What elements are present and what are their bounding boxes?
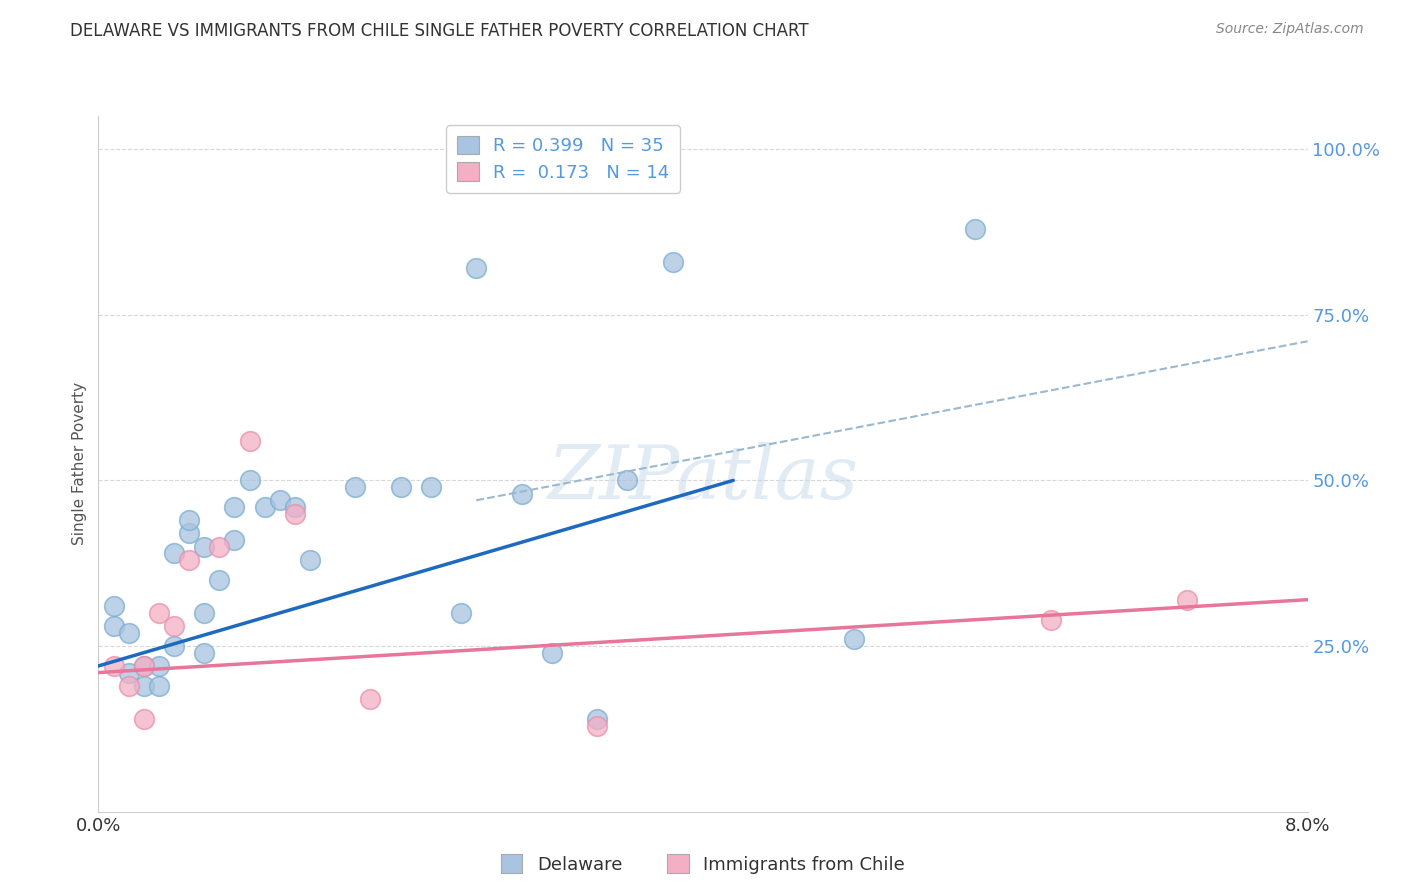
Point [239, 474, 262, 488]
Point [208, 540, 231, 554]
Point [148, 659, 170, 673]
Point [389, 480, 412, 494]
Point [541, 646, 564, 660]
Point [132, 659, 155, 673]
Point [103, 619, 125, 633]
Point [179, 526, 201, 541]
Point [132, 679, 155, 693]
Point [103, 659, 125, 673]
Point [239, 434, 262, 448]
Point [148, 679, 170, 693]
Point [344, 480, 367, 494]
Legend: Delaware, Immigrants from Chile: Delaware, Immigrants from Chile [492, 846, 914, 883]
Point [224, 533, 246, 547]
Text: Source: ZipAtlas.com: Source: ZipAtlas.com [1216, 22, 1364, 37]
Point [284, 500, 307, 514]
Point [193, 646, 215, 660]
Y-axis label: Single Father Poverty: Single Father Poverty [72, 383, 87, 545]
Point [148, 606, 170, 620]
Text: ZIPatlas: ZIPatlas [547, 442, 859, 514]
Point [1039, 613, 1062, 627]
Point [465, 261, 488, 276]
Point [586, 712, 609, 726]
Point [284, 507, 307, 521]
Point [450, 606, 472, 620]
Point [616, 474, 638, 488]
Point [163, 639, 186, 653]
Point [179, 553, 201, 567]
Point [360, 692, 382, 706]
Point [586, 718, 609, 732]
Point [844, 632, 866, 647]
Point [420, 480, 443, 494]
Point [118, 625, 141, 640]
Point [224, 500, 246, 514]
Point [132, 712, 155, 726]
Point [193, 606, 215, 620]
Point [163, 619, 186, 633]
Point [193, 540, 215, 554]
Point [118, 679, 141, 693]
Point [118, 665, 141, 680]
Point [965, 221, 987, 235]
Point [299, 553, 322, 567]
Point [662, 254, 685, 268]
Point [269, 493, 291, 508]
Point [179, 513, 201, 527]
Point [208, 573, 231, 587]
Point [103, 599, 125, 614]
Point [1175, 592, 1198, 607]
Point [163, 546, 186, 560]
Point [253, 500, 276, 514]
Point [132, 659, 155, 673]
Point [510, 486, 533, 500]
Text: DELAWARE VS IMMIGRANTS FROM CHILE SINGLE FATHER POVERTY CORRELATION CHART: DELAWARE VS IMMIGRANTS FROM CHILE SINGLE… [70, 22, 808, 40]
